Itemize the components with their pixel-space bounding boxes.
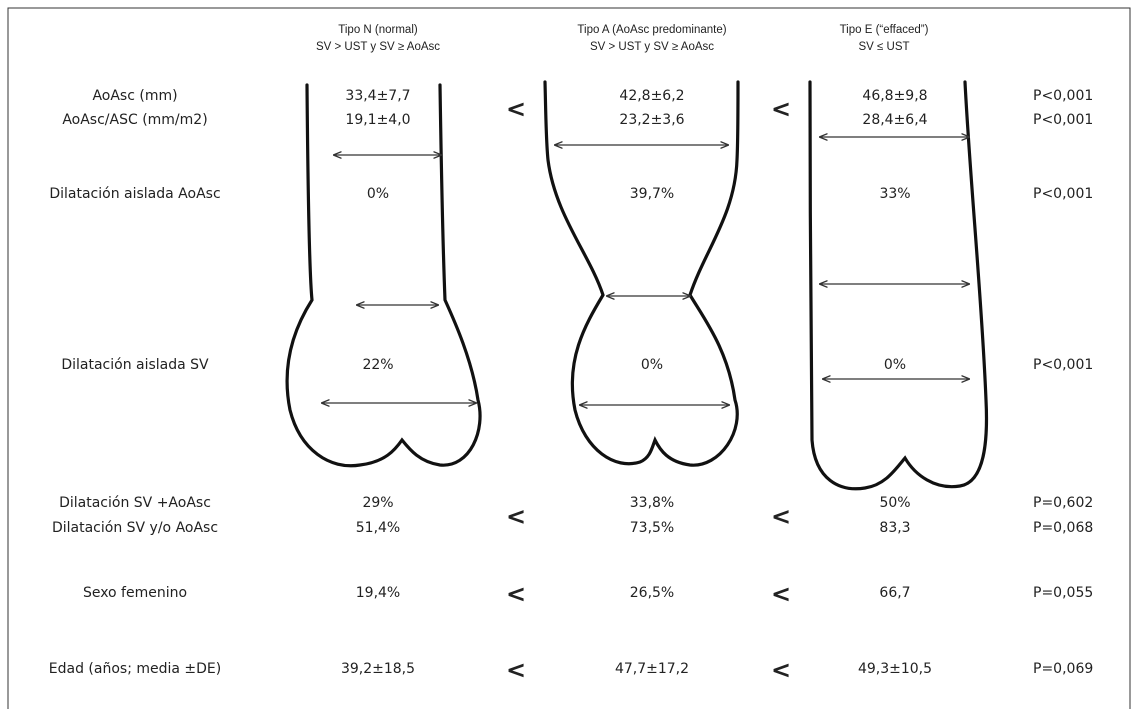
comparison-sign: < xyxy=(506,580,526,608)
cell-value: 23,2±3,6 xyxy=(619,112,684,128)
cell-value: 83,3 xyxy=(879,520,910,536)
cell-value: 39,7% xyxy=(630,186,674,202)
comparison-sign: < xyxy=(771,503,791,531)
cell-value: 33% xyxy=(879,186,910,202)
p-value: P<0,001 xyxy=(1033,357,1093,373)
p-value: P<0,001 xyxy=(1033,88,1093,104)
cell-value: 73,5% xyxy=(630,520,674,536)
cell-value: 46,8±9,8 xyxy=(862,88,927,104)
aorta-shape-a xyxy=(545,82,738,465)
cell-value: 42,8±6,2 xyxy=(619,88,684,104)
p-value: P<0,001 xyxy=(1033,112,1093,128)
comparison-sign: < xyxy=(771,95,791,123)
cell-value: 47,7±17,2 xyxy=(615,661,689,677)
row-label: Sexo femenino xyxy=(83,585,187,601)
aorta-shape-e xyxy=(810,82,987,489)
row-label: Dilatación SV y/o AoAsc xyxy=(52,520,218,536)
cell-value: 50% xyxy=(879,495,910,511)
cell-value: 28,4±6,4 xyxy=(862,112,927,128)
row-label: Edad (años; media ±DE) xyxy=(49,661,221,677)
p-value: P<0,001 xyxy=(1033,186,1093,202)
header-criteria: SV ≤ UST xyxy=(858,41,909,53)
cell-value: 0% xyxy=(641,357,663,373)
row-label: Dilatación aislada AoAsc xyxy=(49,186,220,202)
cell-value: 33,4±7,7 xyxy=(345,88,410,104)
header-criteria: SV > UST y SV ≥ AoAsc xyxy=(316,41,440,53)
cell-value: 0% xyxy=(367,186,389,202)
row-label: AoAsc (mm) xyxy=(92,88,177,104)
comparison-sign: < xyxy=(506,656,526,684)
cell-value: 39,2±18,5 xyxy=(341,661,415,677)
comparison-sign: < xyxy=(506,503,526,531)
cell-value: 19,4% xyxy=(356,585,400,601)
row-label: Dilatación aislada SV xyxy=(61,357,209,373)
p-value: P=0,068 xyxy=(1033,520,1093,536)
header-title: Tipo N (normal) xyxy=(338,24,418,36)
comparison-sign: < xyxy=(771,580,791,608)
header-title: Tipo E (“effaced”) xyxy=(840,24,929,36)
row-label: AoAsc/ASC (mm/m2) xyxy=(62,112,207,128)
cell-value: 22% xyxy=(362,357,393,373)
cell-value: 19,1±4,0 xyxy=(345,112,410,128)
cell-value: 29% xyxy=(362,495,393,511)
cell-value: 66,7 xyxy=(879,585,910,601)
cell-value: 33,8% xyxy=(630,495,674,511)
cell-value: 26,5% xyxy=(630,585,674,601)
cell-value: 0% xyxy=(884,357,906,373)
comparison-sign: < xyxy=(506,95,526,123)
comparison-sign: < xyxy=(771,656,791,684)
aorta-shape-n xyxy=(287,85,480,466)
p-value: P=0,055 xyxy=(1033,585,1093,601)
p-value: P=0,602 xyxy=(1033,495,1093,511)
cell-value: 49,3±10,5 xyxy=(858,661,932,677)
p-value: P=0,069 xyxy=(1033,661,1093,677)
cell-value: 51,4% xyxy=(356,520,400,536)
figure: Tipo N (normal) SV > UST y SV ≥ AoAsc Tipo… xyxy=(0,0,1131,709)
row-label: Dilatación SV +AoAsc xyxy=(59,495,211,511)
header-title: Tipo A (AoAsc predominante) xyxy=(577,24,726,36)
header-criteria: SV > UST y SV ≥ AoAsc xyxy=(590,41,714,53)
